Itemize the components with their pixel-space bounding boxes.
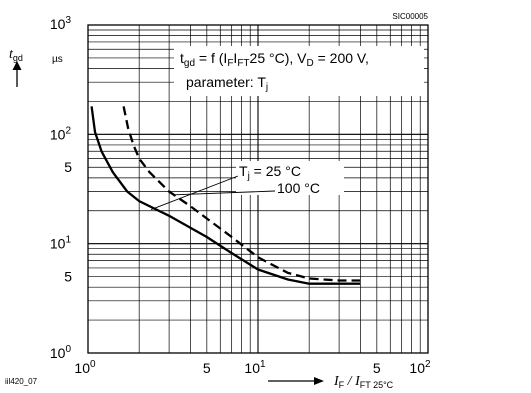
x-axis-label: IF / IFT 25°C [268, 374, 394, 390]
y-tick-label-base: 10 [50, 126, 66, 142]
footer-code: iil420_07 [5, 377, 38, 386]
y-tick-label-base: 10 [50, 345, 66, 361]
formula-annotation: tgd = f (IFIFT25 °C), VD = 200 V, parame… [174, 46, 424, 96]
x-tick-label-base: 10 [74, 360, 90, 376]
y-tick-label: 5 [64, 159, 72, 175]
ann-f-sub: F [227, 58, 233, 69]
x-tick-label-base: 10 [244, 360, 260, 376]
ann-d-sub: D [306, 58, 313, 69]
leader-line-100c [173, 190, 276, 196]
y-tick-label-base: 10 [50, 236, 66, 252]
y-symbol-main: t [9, 47, 14, 62]
leader-line-25c [150, 175, 239, 211]
y-tick-label-exp: 0 [65, 344, 71, 355]
ann-i: I [233, 50, 237, 66]
y-tick-label: 100 [50, 344, 72, 361]
y-tick-label-base: 10 [50, 16, 66, 32]
y-tick-label-base: 5 [64, 159, 72, 175]
x-label-a: I [333, 374, 340, 389]
x-tick-label: 100 [74, 359, 96, 376]
x-tick-label-exp: 0 [90, 359, 96, 370]
y-tick-label-exp: 2 [65, 125, 71, 136]
series-label-25c-main: T [239, 163, 248, 179]
y-axis-label: tgd µs [9, 47, 63, 87]
series-label-100c: 100 °C [277, 180, 320, 196]
x-arrow-head [314, 377, 324, 385]
x-label-slash: / [344, 374, 355, 389]
y-symbol: tgd [9, 47, 23, 63]
y-unit: µs [52, 54, 63, 65]
x-label-b: I [354, 374, 361, 389]
annotation-line-2: parameter: Tj [186, 74, 268, 93]
x-tick-label-exp: 1 [260, 359, 266, 370]
ann-param-sub: j [265, 82, 268, 93]
series-line-0 [90, 106, 361, 285]
ann-ft-sub: FT [237, 58, 249, 69]
ann-t-sub: gd [184, 58, 195, 69]
series-labels: Tj = 25 °C 100 °C [150, 161, 344, 211]
x-tick-label: 5 [373, 360, 381, 376]
ann-param: parameter: T [186, 74, 266, 90]
y-arrow-head [12, 61, 22, 70]
ann-t: t [180, 50, 184, 66]
x-tick-label-base: 5 [203, 360, 211, 376]
x-tick-labels: 100 5 101 5 102 [74, 359, 431, 376]
series-label-25c-rest: = 25 °C [250, 163, 301, 179]
series-line-1 [122, 106, 361, 282]
y-axis-arrow [12, 61, 22, 87]
y-tick-label-exp: 3 [65, 15, 71, 26]
y-tick-label: 102 [50, 125, 72, 142]
x-tick-label-base: 5 [373, 360, 381, 376]
plot-frame [87, 24, 429, 354]
x-tick-label: 101 [244, 359, 266, 376]
ann-f: = f (I [195, 50, 227, 66]
x-tick-label: 102 [409, 359, 431, 376]
series-layer [90, 106, 361, 285]
x-tick-label-base: 10 [409, 360, 425, 376]
series-label-background [236, 161, 344, 195]
annotation-background [174, 46, 424, 96]
x-axis-label-text: IF / IFT 25°C [333, 374, 394, 390]
x-tick-label: 5 [203, 360, 211, 376]
x-axis-arrow [268, 377, 324, 385]
y-tick-label: 101 [50, 235, 72, 252]
y-symbol-sub: gd [13, 53, 23, 63]
ann-volt: = 200 V, [314, 50, 369, 66]
y-tick-label-base: 5 [64, 269, 72, 285]
ann-temp: 25 °C), V [250, 50, 308, 66]
y-tick-label: 5 [64, 269, 72, 285]
series-label-25c-sub: j [247, 171, 250, 182]
x-tick-label-exp: 2 [425, 359, 431, 370]
y-tick-label: 103 [50, 15, 72, 32]
annotation-line-1: tgd = f (IFIFT25 °C), VD = 200 V, [180, 50, 369, 69]
series-label-25c: Tj = 25 °C [239, 163, 301, 182]
x-label-a-sub: F [339, 380, 345, 390]
y-tick-label-exp: 1 [65, 235, 71, 246]
figure-id: SIC00005 [392, 12, 428, 21]
x-label-b-sub: FT 25°C [360, 380, 394, 390]
